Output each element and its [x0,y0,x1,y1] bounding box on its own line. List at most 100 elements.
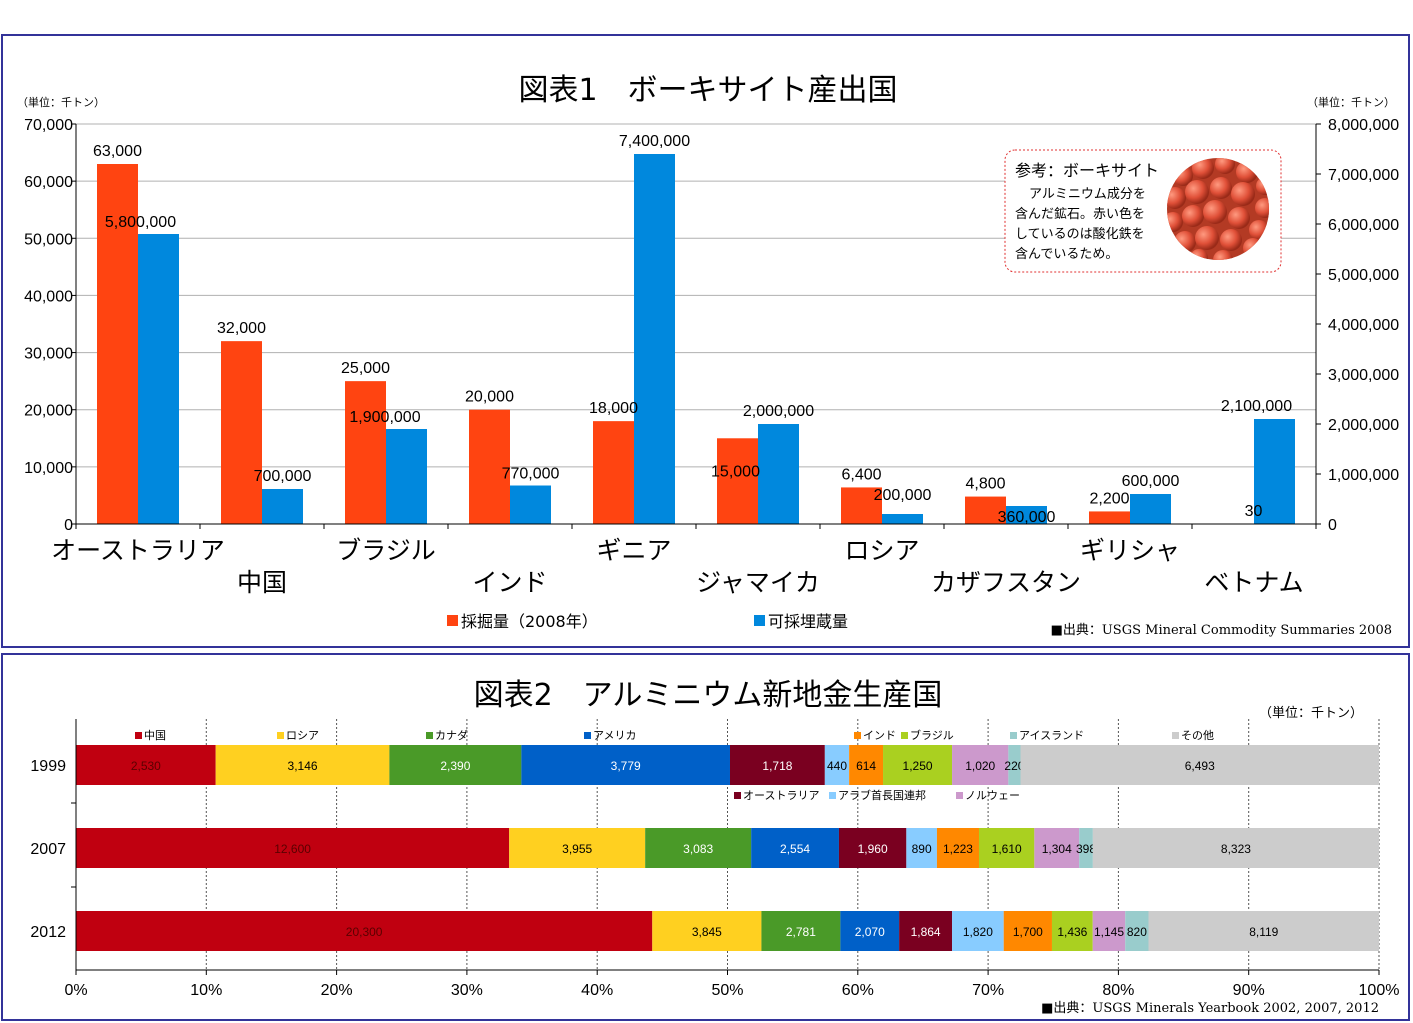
legend-label: アメリカ [593,729,636,742]
stacked-segment [838,828,907,868]
segment-label: 12,600 [274,842,311,856]
stacked-segment [840,911,900,951]
legend-swatch [426,732,433,739]
legend-swatch [135,732,142,739]
data-label-reserves: 5,800,000 [105,214,176,231]
segment-label: 2,390 [440,759,470,773]
bar-reserves [1130,494,1171,524]
x-tick-label: 50% [711,982,743,999]
legend-label: 中国 [144,729,166,742]
stacked-segment [652,911,762,951]
data-label-reserves: 200,000 [874,487,932,504]
category-label: ジャマイカ [696,568,820,597]
bar-reserves [510,485,551,524]
bauxite-pebble [1192,158,1214,179]
bar-production [717,438,758,524]
stacked-segment [906,828,937,868]
segment-label: 2,554 [780,842,810,856]
x-tick-label: 10% [190,982,222,999]
segment-label: 820 [1127,925,1147,939]
bauxite-pebble [1185,180,1209,204]
y-left-tick-label: 60,000 [24,174,73,191]
stacked-segment [1020,745,1379,785]
data-label-reserves: 360,000 [998,509,1056,526]
stacked-segment [1051,911,1093,951]
note-heading: 参考：ボーキサイト [1015,161,1159,180]
bar-production [841,487,882,524]
x-tick-label: 90% [1233,982,1265,999]
data-label-production: 30 [1245,503,1263,520]
chart1-source: ■出典：USGS Mineral Commodity Summaries 200… [1051,623,1392,638]
bauxite-pebble [1195,226,1219,250]
stacked-segment [215,745,390,785]
bar-production [469,409,510,524]
segment-label: 1,864 [911,925,941,939]
segment-label: 1,145 [1094,925,1124,939]
segment-label: 3,146 [288,759,318,773]
chart1-unit-left: （単位：千トン） [17,95,105,109]
segment-label: 1,304 [1042,842,1072,856]
segment-label: 3,845 [692,925,722,939]
legend-label-production: 採掘量（2008年） [461,612,598,631]
stacked-segment [952,745,1009,785]
segment-label: 3,955 [562,842,592,856]
note-line-3: しているのは酸化鉄を [1015,227,1145,242]
data-label-reserves: 600,000 [1122,473,1180,490]
stacked-segment [1034,828,1080,868]
segment-label: 20,300 [346,925,383,939]
y-right-tick-label: 1,000,000 [1328,467,1399,484]
legend-swatch [956,792,963,799]
segment-label: 2,530 [131,759,161,773]
category-label: ギリシャ [1080,536,1180,565]
x-tick-label: 70% [972,982,1004,999]
stacked-segment [824,745,850,785]
chart1-panel: 図表1 ボーキサイト産出国 （単位：千トン） （単位：千トン） 63,000 5,… [1,34,1410,648]
bar-reserves [634,154,675,524]
category-label: カザフスタン [931,568,1081,597]
category-label: ギニア [596,536,671,565]
category-label: ベトナム [1204,568,1303,597]
chart2-unit: （単位：千トン） [1259,705,1363,721]
segment-label: 220 [1004,759,1024,773]
stacked-segment [1008,745,1021,785]
category-label: ロシア [844,536,919,565]
bar-production [1089,511,1130,524]
x-tick-label: 30% [451,982,483,999]
segment-label: 1,436 [1057,925,1087,939]
segment-label: 2,781 [786,925,816,939]
data-label-production: 20,000 [465,389,514,406]
stacked-segment [936,828,979,868]
legend-label-reserves: 可採埋蔵量 [768,612,848,631]
chart1-title: 図表1 ボーキサイト産出国 [518,73,897,108]
note-line-4: 含んでいるため。 [1015,246,1118,262]
legend-label: アイスランド [1019,729,1084,742]
stacked-segment [645,828,752,868]
stacked-segment [883,745,953,785]
segment-label: 1,700 [1013,925,1043,939]
stacked-segment [952,911,1004,951]
x-tick-label: 80% [1102,982,1134,999]
x-tick-label: 40% [581,982,613,999]
note-line-1: アルミニウム成分を [1029,187,1146,202]
stacked-segment [899,911,953,951]
bauxite-pebble [1182,205,1204,227]
y-right-tick-label: 8,000,000 [1328,117,1399,134]
segment-label: 1,718 [762,759,792,773]
y-left-tick-label: 50,000 [24,231,73,248]
bauxite-pebble [1255,198,1269,218]
data-label-reserves: 770,000 [502,466,560,483]
data-label-production: 25,000 [341,360,390,377]
y-left-tick-label: 40,000 [24,288,73,305]
data-label-reserves: 2,100,000 [1221,398,1292,415]
bar-production [345,381,386,524]
segment-label: 6,493 [1185,759,1215,773]
chart2-svg: 図表2 アルミニウム新地金生産国 （単位：千トン） 2,530 3,146 2,39… [30,678,1399,1016]
y-left-tick-label: 30,000 [24,346,73,363]
segment-label: 1,223 [943,842,973,856]
segment-label: 890 [912,842,932,856]
legend-swatch [854,732,861,739]
stacked-segment [389,745,522,785]
legend-swatch [1010,732,1017,739]
segment-label: 1,610 [992,842,1022,856]
legend-label: ブラジル [910,728,954,742]
